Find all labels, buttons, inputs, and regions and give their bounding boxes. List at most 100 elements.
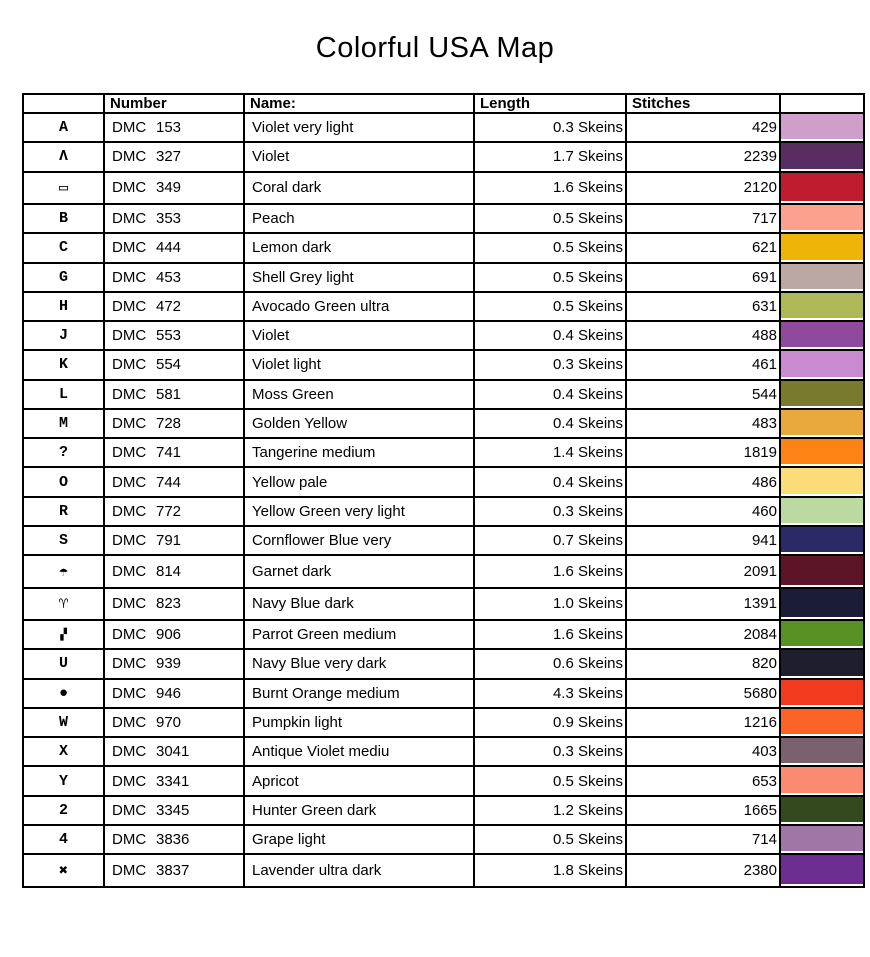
header-number: Number [103,93,245,114]
brand-label: DMC [112,268,147,286]
symbol-cell: W [22,706,105,739]
swatch-cell [779,736,865,768]
symbol-cell: ✖ [22,853,105,888]
stitches-cell: 1819 [625,437,781,469]
name-cell: Lemon dark [243,232,475,264]
stitches-value: 488 [751,327,777,345]
stitches-value: 5680 [743,684,777,702]
stitches-value: 544 [751,385,777,403]
brand-label: DMC [112,473,147,491]
stitches-value: 1391 [743,595,777,613]
number-cell: DMC 3041 [103,736,245,768]
symbol-cell: 2 [22,794,105,827]
length-value: 0.5 Skeins [552,210,623,228]
length-value: 0.5 Skeins [552,297,623,315]
stitches-cell: 488 [625,320,781,352]
length-value: 1.8 Skeins [552,862,623,880]
brand-label: DMC [112,831,147,849]
color-swatch [782,797,862,823]
stitches-cell: 2084 [625,619,781,651]
color-name: Antique Violet mediu [252,743,390,761]
stitch-symbol: J [58,327,68,345]
stitch-symbol: ✖ [58,863,69,881]
number-cell: DMC 153 [103,111,245,144]
stitches-value: 2239 [743,148,777,166]
color-name: Violet [252,148,290,166]
stitches-value: 1819 [743,444,777,462]
dmc-number: 3837 [156,862,190,880]
header-row: Number Name: Length Stitches [22,93,865,114]
length-value: 0.3 Skeins [552,119,623,137]
table-row: K DMC 554 Violet light 0.3 Skeins 461 [22,349,865,381]
stitches-value: 461 [751,356,777,374]
stitch-symbol: ☂ [58,564,69,581]
number-cell: DMC 791 [103,525,245,557]
stitches-value: 483 [751,415,777,433]
color-swatch [782,498,862,524]
stitches-cell: 714 [625,824,781,856]
length-cell: 0.3 Skeins [473,349,627,381]
color-swatch [782,622,862,647]
length-cell: 0.3 Skeins [473,111,627,144]
number-cell: DMC 444 [103,232,245,264]
color-name: Burnt Orange medium [252,684,400,702]
dmc-number: 946 [156,684,182,702]
color-swatch [782,381,862,406]
length-cell: 0.4 Skeins [473,407,627,440]
stitches-cell: 691 [625,261,781,293]
table-row: U DMC 939 Navy Blue very dark 0.6 Skeins … [22,648,865,680]
color-name: Pumpkin light [252,714,343,732]
stitch-symbol: G [58,268,68,286]
dmc-number: 3041 [156,743,190,761]
symbol-cell: S [22,525,105,557]
name-cell: Apricot [243,765,475,797]
color-swatch [782,856,862,884]
symbol-cell: ▞ [22,619,105,651]
number-cell: DMC 906 [103,619,245,651]
header-symbol [22,93,105,114]
swatch-cell [779,466,865,498]
stitches-cell: 483 [625,407,781,440]
color-swatch [782,680,862,705]
color-swatch [782,173,862,201]
name-cell: Yellow pale [243,466,475,498]
number-cell: DMC 772 [103,495,245,528]
swatch-cell [779,232,865,264]
brand-label: DMC [112,297,147,315]
length-value: 0.7 Skeins [552,532,623,550]
number-cell: DMC 3836 [103,824,245,856]
symbol-cell: M [22,407,105,440]
brand-label: DMC [112,119,147,137]
brand-label: DMC [112,595,147,613]
swatch-cell [779,677,865,709]
number-cell: DMC 353 [103,202,245,235]
color-swatch [782,352,862,377]
table-row: Y DMC 3341 Apricot 0.5 Skeins 653 [22,765,865,797]
swatch-cell [779,320,865,352]
stitches-value: 717 [751,210,777,228]
symbol-cell: Y [22,765,105,797]
symbol-cell: O [22,466,105,498]
dmc-number: 453 [156,268,182,286]
length-cell: 1.0 Skeins [473,586,627,622]
color-name: Violet light [252,356,321,374]
name-cell: Cornflower Blue very [243,525,475,557]
name-cell: Lavender ultra dark [243,853,475,888]
swatch-cell [779,619,865,651]
swatch-cell [779,586,865,622]
color-name: Apricot [252,772,299,790]
name-cell: Avocado Green ultra [243,290,475,323]
number-cell: DMC 946 [103,677,245,709]
stitch-symbol: O [58,473,68,491]
stitches-value: 653 [751,772,777,790]
dmc-number: 744 [156,473,182,491]
length-cell: 0.7 Skeins [473,525,627,557]
stitch-symbol: Λ [58,148,68,166]
stitches-value: 2091 [743,563,777,580]
stitches-value: 403 [751,743,777,761]
color-name: Yellow Green very light [252,502,405,520]
length-cell: 0.4 Skeins [473,378,627,410]
dmc-number: 349 [156,179,182,197]
table-row: ? DMC 741 Tangerine medium 1.4 Skeins 181… [22,437,865,469]
table-row: A DMC 153 Violet very light 0.3 Skeins 42… [22,111,865,144]
